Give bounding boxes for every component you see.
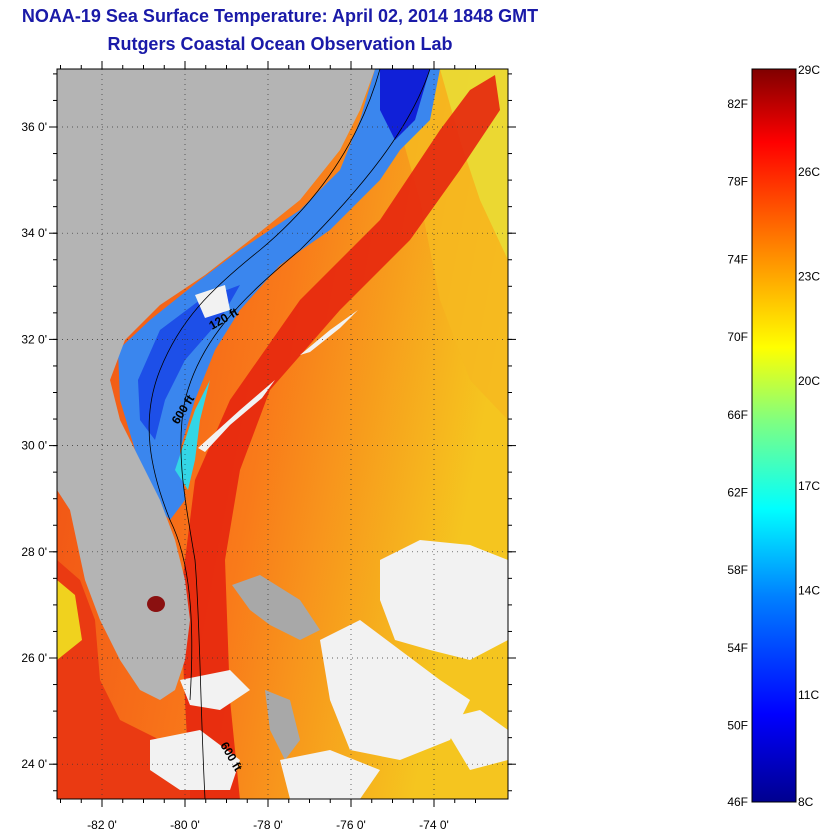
colorbar-celsius-label: 20C — [798, 374, 820, 388]
shelf-cold-core — [138, 285, 240, 440]
colorbar-fahrenheit-label: 46F — [727, 795, 748, 809]
cloud-cover — [150, 540, 508, 799]
colorbar-fahrenheit-label: 82F — [727, 97, 748, 111]
map-frame — [56, 68, 509, 800]
colorbar-fahrenheit-label: 70F — [727, 330, 748, 344]
colorbar-fahrenheit-label: 58F — [727, 563, 748, 577]
shelf-cold-water — [118, 69, 440, 520]
map-panel — [57, 69, 508, 799]
colorbar-celsius-label: 29C — [798, 63, 820, 77]
lat-tick-label: 34 0' — [21, 226, 47, 240]
land-bahamas-andros — [265, 690, 300, 760]
colorbar-celsius-label: 26C — [798, 165, 820, 179]
land-southeast-us — [57, 69, 375, 700]
colorbar-fahrenheit-label: 74F — [727, 252, 748, 266]
gulf-yellow-patch — [57, 580, 82, 660]
lon-tick-label: -74 0' — [419, 818, 449, 832]
colorbar — [751, 68, 797, 803]
colorbar-fahrenheit-label: 54F — [727, 641, 748, 655]
colorbar-celsius-scale: 29C 26C 23C 20C 17C 14C 11C 8C — [798, 63, 820, 809]
lat-tick-label: 32 0' — [21, 332, 47, 346]
colorbar-celsius-label: 17C — [798, 479, 820, 493]
shelf-cyan-strip — [175, 380, 210, 490]
lon-tick-label: -78 0' — [253, 818, 283, 832]
lat-tick-label: 30 0' — [21, 439, 47, 453]
lon-tick-label: -80 0' — [170, 818, 200, 832]
map-subtitle: Rutgers Coastal Ocean Observation Lab — [107, 34, 453, 54]
lat-tick-label: 28 0' — [21, 545, 47, 559]
latitude-axis: 36 0' 34 0' 32 0' 30 0' 28 0' 26 0' 24 0' — [21, 73, 516, 792]
colorbar-fahrenheit-label: 62F — [727, 486, 748, 500]
lon-tick-label: -82 0' — [87, 818, 117, 832]
longitude-axis: -82 0' -80 0' -78 0' -76 0' -74 0' — [60, 61, 476, 832]
colorbar-celsius-label: 23C — [798, 270, 820, 284]
land-bahamas-north — [232, 575, 320, 640]
lat-tick-label: 36 0' — [21, 120, 47, 134]
colorbar-fahrenheit-label: 50F — [727, 719, 748, 733]
map-title: NOAA-19 Sea Surface Temperature: April 0… — [21, 6, 539, 26]
cloud-coastal — [195, 285, 230, 318]
cloud-streak-south — [198, 380, 275, 452]
lake-okeechobee — [147, 596, 165, 612]
lat-tick-label: 26 0' — [21, 651, 47, 665]
graticule — [57, 69, 508, 799]
colorbar-fahrenheit-label: 78F — [727, 175, 748, 189]
gulf-stream-core — [180, 75, 500, 799]
cloud-streak-north — [300, 310, 358, 355]
lat-tick-label: 24 0' — [21, 757, 47, 771]
colorbar-celsius-label: 11C — [798, 688, 819, 702]
lon-tick-label: -76 0' — [336, 818, 366, 832]
colorbar-fahrenheit-scale: 82F 78F 74F 70F 66F 62F 58F 54F 50F 46F — [727, 97, 748, 809]
colorbar-fahrenheit-label: 66F — [727, 408, 748, 422]
colorbar-celsius-label: 8C — [798, 795, 814, 809]
northern-cold-core — [380, 69, 430, 140]
colorbar-celsius-label: 14C — [798, 583, 820, 597]
